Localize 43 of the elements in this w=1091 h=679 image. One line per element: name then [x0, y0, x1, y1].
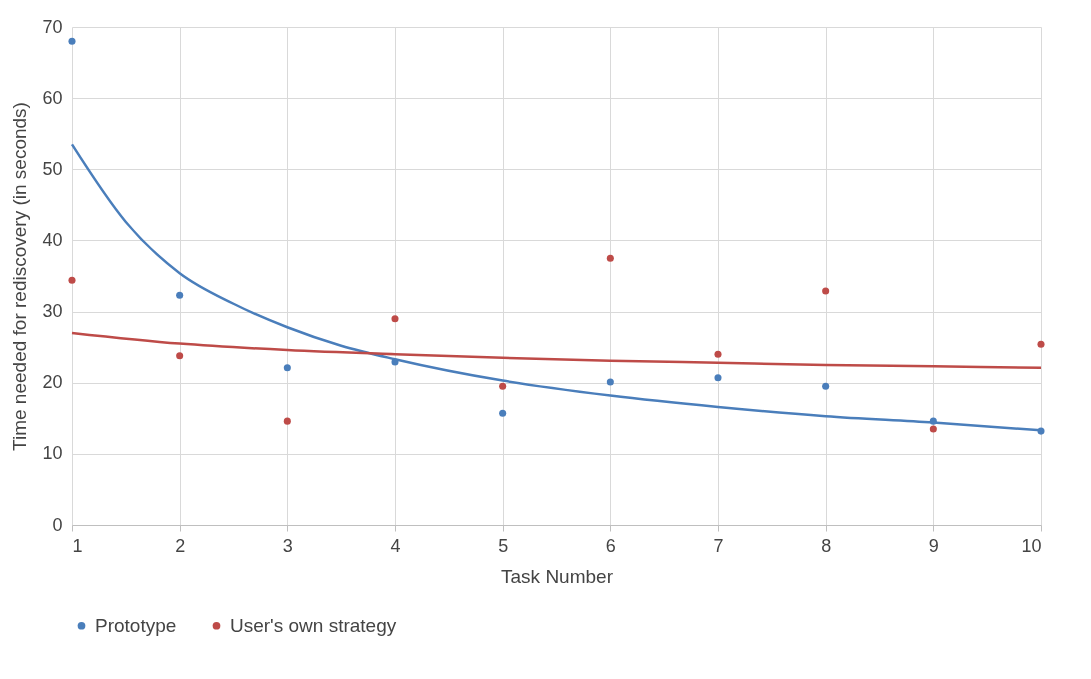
x-tick-label: 1: [72, 535, 83, 556]
y-tick-label: 30: [42, 301, 63, 322]
y-tick-label: 50: [42, 158, 63, 179]
point: [68, 276, 76, 284]
point: [822, 287, 830, 295]
point: [283, 364, 291, 372]
x-tick-label: 10: [1021, 535, 1042, 556]
x-tick-label: 5: [498, 535, 509, 556]
y-tick-label: 10: [42, 443, 63, 464]
point: [606, 378, 614, 386]
point: [391, 358, 399, 366]
point: [714, 374, 722, 382]
legend-label: User's own strategy: [230, 614, 397, 636]
point: [714, 350, 722, 358]
y-axis-title: Time needed for rediscovery (in seconds): [9, 102, 31, 451]
x-tick-label: 7: [713, 535, 724, 556]
y-tick-label: 60: [42, 87, 63, 108]
point: [499, 382, 507, 390]
point: [929, 425, 937, 433]
x-tick-label: 6: [605, 535, 616, 556]
x-tick-label: 3: [282, 535, 293, 556]
point: [391, 315, 399, 323]
x-tick-label: 8: [821, 535, 832, 556]
point: [176, 291, 184, 299]
x-axis-title: Task Number: [501, 565, 614, 587]
y-tick-label: 40: [42, 229, 63, 250]
point: [283, 417, 291, 425]
point: [1037, 340, 1045, 348]
legend-label: Prototype: [95, 614, 177, 636]
y-tick-label: 70: [42, 16, 63, 37]
point: [929, 417, 937, 425]
point: [606, 254, 614, 262]
point: [499, 409, 507, 417]
x-tick-label: 9: [928, 535, 939, 556]
y-tick-label: 0: [52, 514, 63, 535]
x-tick-label: 2: [175, 535, 186, 556]
x-tick-label: 4: [390, 535, 401, 556]
point: [1037, 427, 1045, 435]
point: [176, 352, 184, 360]
point: [68, 37, 76, 45]
y-tick-label: 20: [42, 372, 63, 393]
line-series: [70, 331, 1043, 370]
point: [822, 382, 830, 390]
